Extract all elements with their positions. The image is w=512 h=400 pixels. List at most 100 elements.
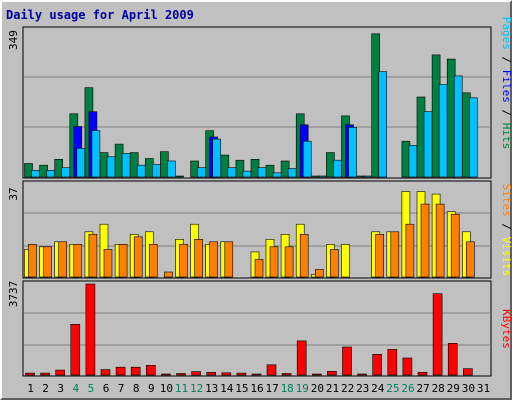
bar-pages-day-29 — [453, 75, 463, 178]
right-label-bottom: KBytes — [500, 309, 512, 349]
x-tick-label: 13 — [205, 382, 218, 395]
bar-pages-day-30 — [468, 97, 478, 178]
x-tick-label: 30 — [462, 382, 475, 395]
legend-part: / — [500, 103, 512, 123]
bar-sites-day-30 — [465, 241, 475, 278]
bar-sites-day-10 — [164, 271, 173, 278]
x-tick-label: 8 — [133, 382, 140, 395]
chart-title: Daily usage for April 2009 — [6, 8, 194, 22]
bar-kbytes-day-24 — [372, 353, 383, 376]
bar-kbytes-day-3 — [55, 369, 66, 376]
x-tick-label: 17 — [265, 382, 278, 395]
bar-kbytes-day-16 — [251, 373, 262, 376]
x-tick-label: 15 — [235, 382, 248, 395]
legend-part: Sites — [500, 184, 512, 217]
x-tick-label: 1 — [27, 382, 34, 395]
bar-kbytes-day-14 — [221, 372, 232, 376]
legend-part: Visits — [500, 237, 512, 277]
bar-kbytes-day-12 — [191, 371, 201, 376]
bar-kbytes-day-20 — [311, 373, 322, 376]
legend-part: / — [500, 217, 512, 237]
bar-pages-day-7 — [121, 153, 131, 178]
x-tick-label: 4 — [72, 382, 79, 395]
x-tick-label: 5 — [88, 382, 95, 395]
x-tick-label: 3 — [57, 382, 64, 395]
x-tick-label: 11 — [175, 382, 188, 395]
bar-kbytes-day-11 — [176, 373, 186, 376]
bar-pages-day-28 — [438, 84, 448, 178]
bar-sites-day-29 — [450, 213, 460, 278]
bar-sites-day-2 — [43, 246, 52, 278]
bar-kbytes-day-13 — [206, 371, 216, 376]
bar-pages-day-27 — [423, 111, 433, 178]
panel-hits-files-pages: 349 — [7, 26, 492, 179]
x-tick-label: 24 — [371, 382, 385, 395]
bar-kbytes-day-6 — [100, 369, 111, 376]
bar-sites-day-27 — [420, 203, 430, 278]
x-tick-label: 6 — [103, 382, 110, 395]
bar-sites-day-9 — [149, 244, 158, 278]
bar-hits-day-11 — [175, 175, 184, 178]
x-tick-label: 12 — [190, 382, 203, 395]
bar-kbytes-day-18 — [281, 373, 292, 376]
panel-kbytes: 3737 — [7, 280, 492, 377]
bar-sites-day-28 — [435, 203, 445, 278]
bar-pages-day-19 — [302, 140, 312, 178]
x-tick-label: 10 — [160, 382, 173, 395]
bar-kbytes-day-26 — [402, 357, 413, 376]
bar-pages-day-10 — [167, 160, 176, 178]
bar-kbytes-day-8 — [130, 366, 141, 376]
bar-sites-day-24 — [375, 234, 385, 278]
y-max-label: 349 — [7, 30, 20, 50]
bar-kbytes-day-10 — [161, 373, 171, 376]
x-tick-label: 29 — [447, 382, 460, 395]
bar-sites-day-25 — [390, 231, 400, 278]
legend-part: / — [500, 50, 512, 70]
bar-visits-day-22 — [341, 244, 350, 278]
x-tick-label: 21 — [326, 382, 339, 395]
right-label-middle: Sites / Visits — [500, 184, 512, 277]
bar-kbytes-day-4 — [70, 323, 81, 376]
bar-pages-day-4 — [76, 148, 86, 178]
bar-kbytes-day-1 — [25, 372, 35, 376]
bar-kbytes-day-2 — [40, 372, 50, 376]
bar-sites-day-20 — [314, 269, 324, 278]
plot-area — [22, 280, 492, 377]
x-tick-label: 14 — [220, 382, 234, 395]
bar-pages-day-26 — [408, 145, 418, 178]
bar-kbytes-day-28 — [432, 293, 443, 376]
bar-sites-day-6 — [103, 249, 113, 278]
bar-pages-day-6 — [106, 156, 116, 178]
bar-pages-day-17 — [272, 172, 282, 178]
y-max-label: 3737 — [7, 281, 20, 308]
x-axis-labels: 1 2 3 4 5 6 7 8 9 10 11 12 13 14 15 16 17 18 19 20 21 22 23 24 2… — [27, 382, 490, 395]
bar-sites-day-13 — [209, 241, 218, 278]
panel-visits-sites: 37 — [7, 180, 492, 279]
bar-pages-day-18 — [287, 168, 297, 178]
bar-kbytes-day-30 — [462, 368, 473, 376]
x-tick-label: 7 — [118, 382, 125, 395]
x-tick-label: 16 — [250, 382, 263, 395]
right-legend-labels: Pages / Files / Hits Sites / Visits KBytes — [500, 17, 512, 349]
bar-pages-day-3 — [61, 167, 71, 178]
x-tick-label: 25 — [386, 382, 399, 395]
bar-kbytes-day-19 — [296, 340, 307, 376]
bar-sites-day-18 — [284, 246, 294, 278]
bar-kbytes-day-23 — [357, 373, 367, 376]
x-tick-label: 26 — [401, 382, 414, 395]
x-tick-label: 20 — [311, 382, 324, 395]
bar-kbytes-day-29 — [447, 342, 458, 376]
bar-pages-day-16 — [257, 167, 267, 178]
legend-part: Pages — [500, 17, 512, 50]
series-pages — [31, 71, 478, 178]
bar-kbytes-day-5 — [85, 283, 96, 376]
x-tick-label: 18 — [281, 382, 294, 395]
bar-pages-day-22 — [348, 127, 357, 178]
series-kbytes — [25, 283, 473, 376]
x-tick-label: 27 — [416, 382, 429, 395]
y-max-label: 37 — [7, 187, 20, 200]
x-tick-label: 2 — [42, 382, 49, 395]
bar-sites-day-17 — [269, 246, 279, 278]
bar-pages-day-23 — [363, 175, 372, 178]
